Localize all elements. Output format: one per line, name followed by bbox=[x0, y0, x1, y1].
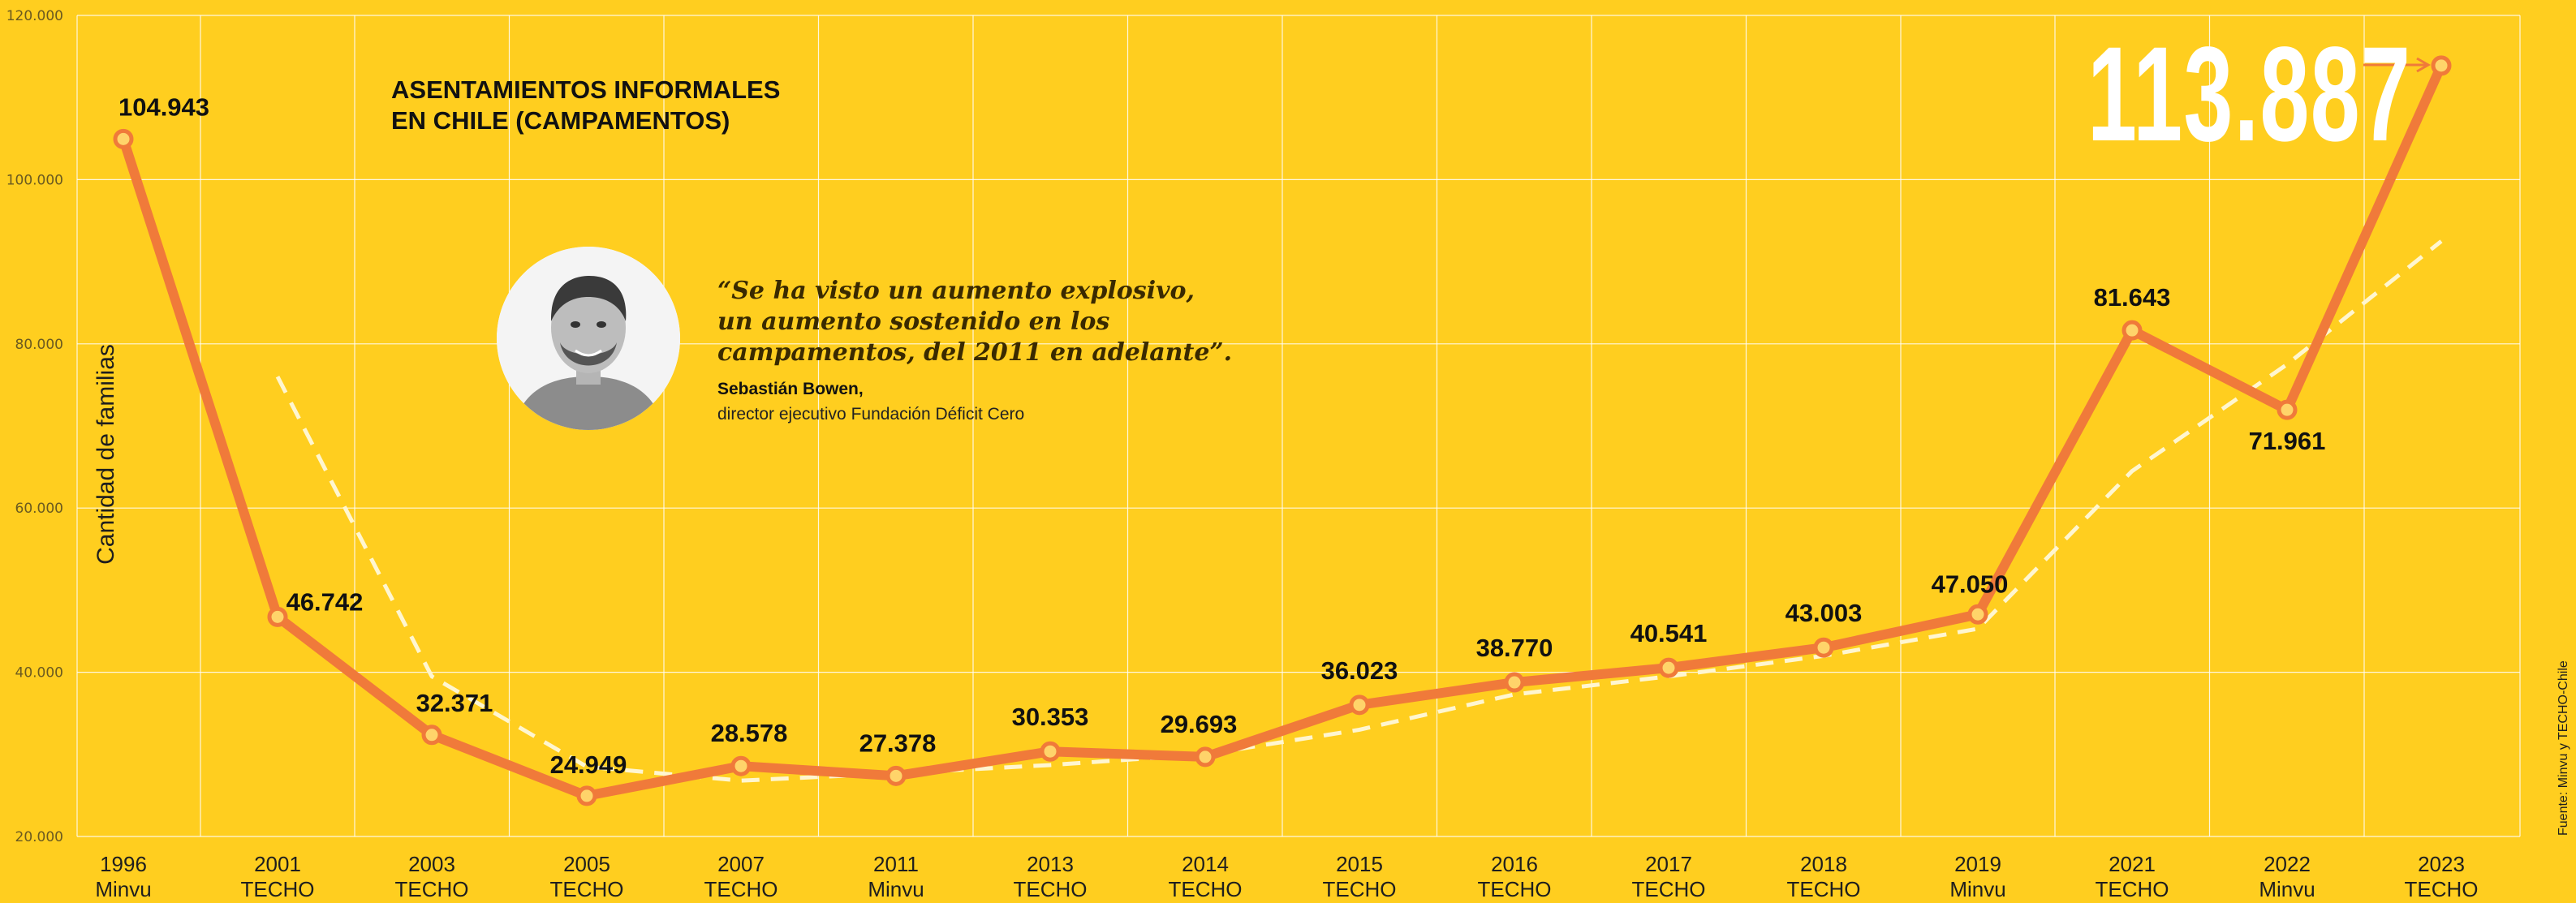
x-tick-year: 2023 bbox=[2418, 852, 2465, 876]
x-tick-year: 2017 bbox=[1645, 852, 1692, 876]
data-point bbox=[2122, 320, 2143, 341]
x-tick-year: 2007 bbox=[717, 852, 765, 876]
x-tick-source: Minvu bbox=[868, 877, 924, 901]
chart-title: ASENTAMIENTOS INFORMALES EN CHILE (CAMPA… bbox=[391, 75, 780, 136]
data-label: 29.693 bbox=[1161, 710, 1238, 738]
x-tick-year: 2022 bbox=[2264, 852, 2311, 876]
trend-line bbox=[275, 239, 2443, 783]
data-label: 104.943 bbox=[118, 92, 209, 121]
quote-line-2: un aumento sostenido en los bbox=[717, 307, 1110, 336]
x-tick-source: TECHO bbox=[1787, 877, 1861, 901]
x-tick-year: 2014 bbox=[1182, 852, 1229, 876]
x-tick-source: TECHO bbox=[1014, 877, 1088, 901]
data-label: 38.770 bbox=[1476, 634, 1553, 662]
x-tick-year: 1996 bbox=[100, 852, 147, 876]
x-tick-year: 2003 bbox=[408, 852, 455, 876]
x-tick-year: 2021 bbox=[2109, 852, 2156, 876]
x-tick-source: Minvu bbox=[1949, 877, 2005, 901]
quote-text: “Se ha visto un aumento explosivo, un au… bbox=[717, 276, 1232, 368]
data-point bbox=[1658, 657, 1679, 678]
data-label: 28.578 bbox=[711, 719, 788, 747]
quote-role: director ejecutivo Fundación Déficit Cer… bbox=[717, 405, 1025, 424]
chart-title-line-2: EN CHILE (CAMPAMENTOS) bbox=[391, 106, 730, 135]
y-tick-label: 20.000 bbox=[15, 829, 63, 845]
x-tick-year: 2005 bbox=[563, 852, 610, 876]
x-axis: 1996Minvu2001TECHO2003TECHO2005TECHO2007… bbox=[95, 852, 2478, 901]
highlight-arrow bbox=[2363, 57, 2432, 73]
y-axis: 20.000 40.000 60.000 80.000 100.000 120.000 bbox=[6, 8, 63, 845]
series bbox=[113, 55, 2452, 806]
x-tick-source: TECHO bbox=[2096, 877, 2169, 901]
quote-author: Sebastián Bowen, bbox=[717, 380, 864, 398]
data-label: 47.050 bbox=[1932, 570, 2009, 598]
data-point bbox=[1813, 637, 1834, 658]
data-point bbox=[2277, 399, 2298, 420]
data-point bbox=[113, 128, 134, 149]
data-label: 43.003 bbox=[1786, 599, 1863, 627]
data-label: 46.742 bbox=[286, 587, 364, 616]
data-labels: 104.943 46.742 32.371 24.949 28.578 27.378 30.… bbox=[118, 92, 2325, 779]
data-point bbox=[2431, 55, 2452, 76]
data-point bbox=[1967, 604, 1988, 625]
quote-line-1: “Se ha visto un aumento explosivo, bbox=[717, 277, 1195, 305]
avatar bbox=[497, 247, 680, 430]
data-point bbox=[576, 785, 597, 806]
data-point bbox=[1504, 672, 1525, 693]
x-tick-source: TECHO bbox=[1323, 877, 1397, 901]
x-tick-source: TECHO bbox=[550, 877, 624, 901]
quote-line-3: campamentos, del 2011 en adelante”. bbox=[717, 338, 1233, 367]
y-axis-title: Cantidad de familias bbox=[93, 344, 119, 565]
data-label: 32.371 bbox=[416, 689, 493, 717]
y-tick-label: 40.000 bbox=[15, 665, 63, 682]
x-tick-source: Minvu bbox=[95, 877, 151, 901]
x-tick-source: TECHO bbox=[1478, 877, 1552, 901]
x-tick-source: TECHO bbox=[2405, 877, 2479, 901]
y-tick-label: 120.000 bbox=[6, 8, 63, 24]
data-point bbox=[421, 725, 442, 746]
highlight-value: 113.887 bbox=[2087, 19, 2412, 170]
data-point bbox=[730, 755, 752, 776]
data-label: 71.961 bbox=[2249, 427, 2326, 455]
data-point bbox=[1040, 741, 1061, 762]
x-tick-year: 2013 bbox=[1027, 852, 1074, 876]
portrait-icon bbox=[497, 247, 680, 430]
data-label: 40.541 bbox=[1630, 619, 1708, 647]
x-tick-source: Minvu bbox=[2259, 877, 2315, 901]
data-label: 30.353 bbox=[1012, 703, 1089, 731]
x-tick-source: TECHO bbox=[241, 877, 315, 901]
x-tick-year: 2011 bbox=[873, 852, 919, 876]
data-point bbox=[885, 765, 907, 786]
x-tick-year: 2015 bbox=[1336, 852, 1383, 876]
x-tick-year: 2019 bbox=[1954, 852, 2001, 876]
x-tick-source: TECHO bbox=[1169, 877, 1243, 901]
x-tick-source: TECHO bbox=[395, 877, 469, 901]
x-tick-source: TECHO bbox=[704, 877, 778, 901]
chart-title-line-1: ASENTAMIENTOS INFORMALES bbox=[391, 75, 781, 104]
data-label: 36.023 bbox=[1321, 656, 1398, 685]
y-tick-label: 80.000 bbox=[15, 337, 63, 353]
data-label: 24.949 bbox=[550, 750, 627, 779]
main-line bbox=[118, 60, 2446, 801]
data-label: 27.378 bbox=[859, 729, 937, 757]
x-tick-year: 2001 bbox=[254, 852, 301, 876]
y-tick-label: 60.000 bbox=[15, 501, 63, 517]
source-note: Fuente: Minvu y TECHO-Chile bbox=[2557, 660, 2570, 836]
grid bbox=[76, 15, 2521, 837]
data-point bbox=[267, 606, 288, 627]
data-point bbox=[1195, 746, 1216, 768]
y-tick-label: 100.000 bbox=[6, 172, 63, 188]
x-tick-year: 2018 bbox=[1800, 852, 1847, 876]
x-tick-source: TECHO bbox=[1632, 877, 1706, 901]
data-label: 81.643 bbox=[2094, 283, 2171, 312]
x-tick-year: 2016 bbox=[1491, 852, 1538, 876]
data-point bbox=[1349, 694, 1370, 716]
